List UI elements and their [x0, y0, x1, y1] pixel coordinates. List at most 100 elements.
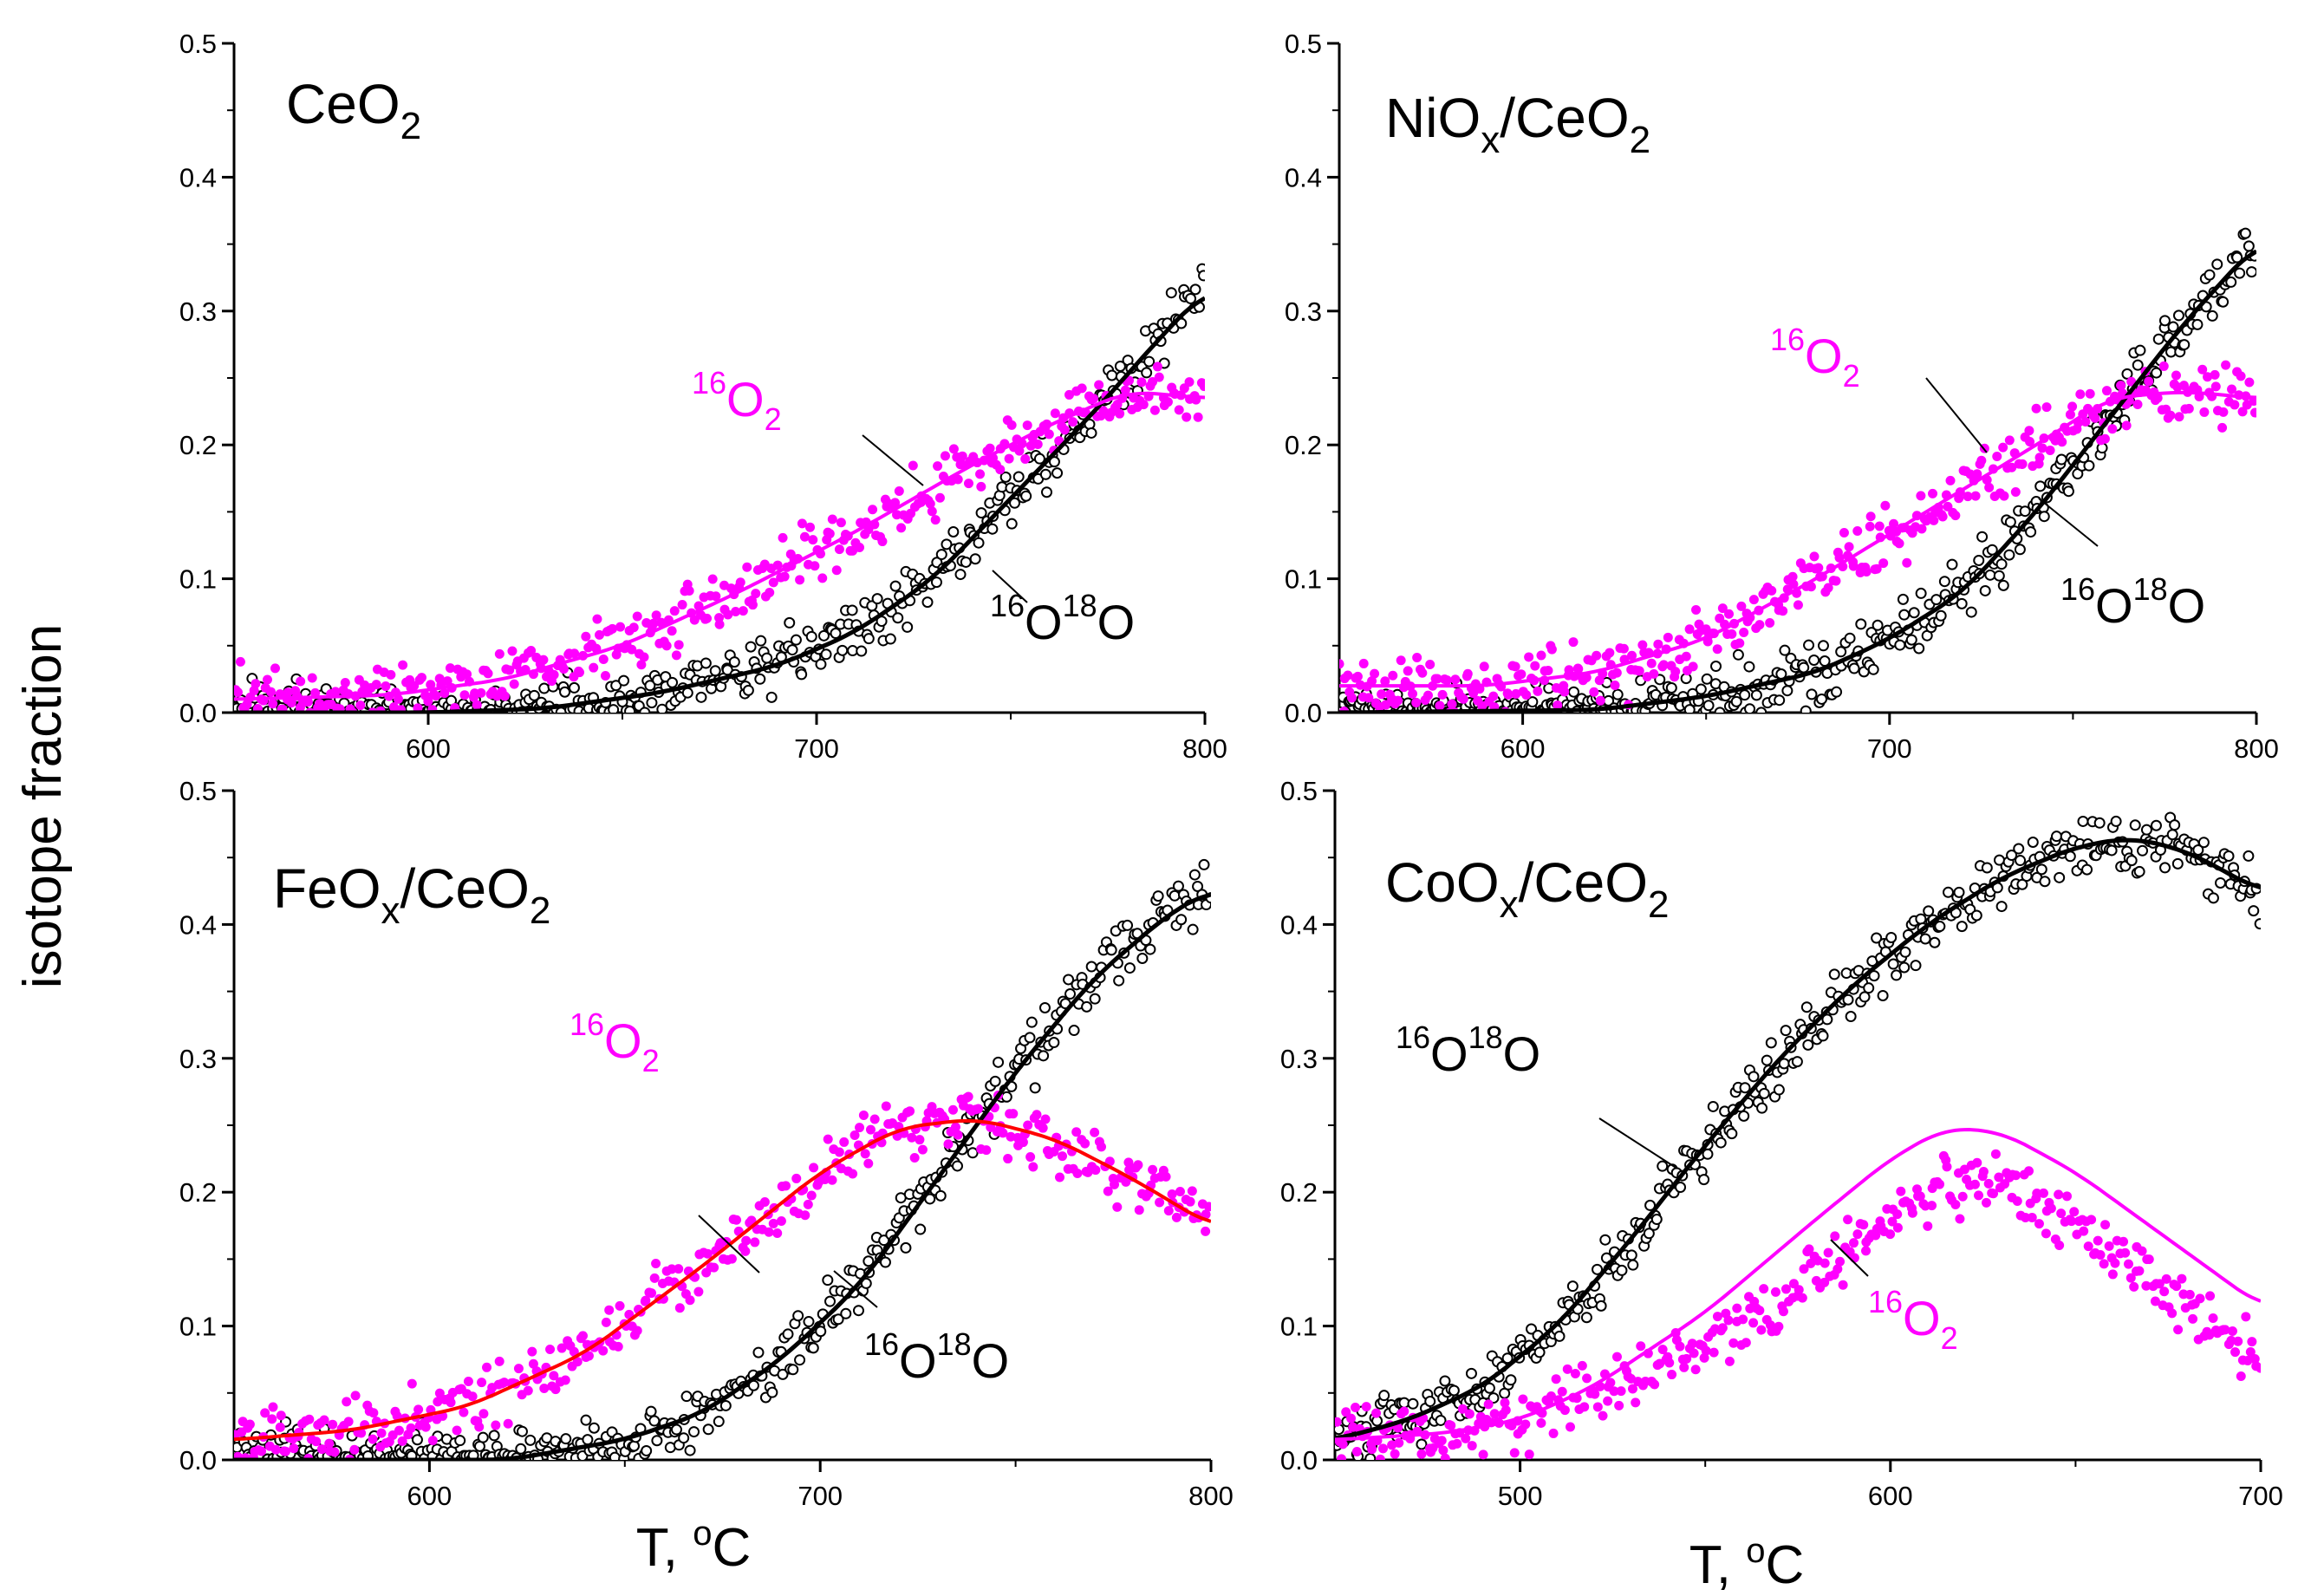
data-point	[831, 565, 842, 576]
data-point	[1865, 511, 1876, 522]
data-point	[2039, 876, 2051, 888]
data-point	[1984, 482, 1995, 492]
data-point	[1024, 1032, 1036, 1044]
data-point	[2037, 443, 2047, 453]
data-point	[1717, 603, 1728, 614]
data-point	[1892, 1209, 1903, 1220]
data-point	[2099, 1259, 2109, 1269]
data-point	[1616, 1264, 1628, 1276]
data-point	[2171, 370, 2181, 381]
data-point	[1831, 576, 1841, 586]
data-point	[1627, 1259, 1639, 1271]
data-point	[1916, 491, 1926, 501]
data-point	[1121, 1176, 1131, 1187]
data-point	[993, 1056, 1005, 1068]
data-point	[808, 535, 818, 545]
data-point	[1530, 661, 1540, 671]
data-point	[1839, 528, 1849, 538]
data-point	[1187, 923, 1199, 935]
data-point	[732, 1215, 742, 1225]
data-point	[670, 1423, 682, 1436]
data-point	[1614, 1400, 1624, 1410]
data-point	[1754, 620, 1765, 630]
data-point	[446, 1397, 456, 1408]
data-point	[765, 691, 778, 703]
data-point	[1136, 377, 1147, 388]
x-tick-label: 600	[407, 1481, 452, 1511]
data-point	[1038, 1050, 1050, 1062]
data-point	[1548, 1428, 1559, 1438]
data-point	[2249, 407, 2256, 418]
data-point	[1934, 1179, 1944, 1189]
data-point	[1020, 453, 1031, 464]
data-point	[2230, 1347, 2241, 1358]
data-point	[2132, 359, 2144, 371]
annotation-subscript: 2	[1843, 358, 1860, 394]
data-point	[2210, 369, 2220, 380]
annotation-mass: 16	[1770, 322, 1805, 357]
data-point	[963, 1091, 973, 1102]
annotation-element: O	[1097, 595, 1136, 649]
data-point	[1521, 690, 1532, 700]
data-point	[2027, 837, 2039, 849]
data-point	[1025, 1152, 1036, 1163]
data-point	[2152, 333, 2165, 345]
data-point	[1937, 511, 1948, 522]
data-point	[454, 1435, 466, 1447]
data-point	[1675, 1341, 1685, 1352]
data-point	[1503, 689, 1514, 700]
data-point	[713, 1416, 725, 1428]
panel-title-sub: x	[1481, 119, 1500, 161]
data-point	[1970, 491, 1981, 501]
data-point	[439, 688, 450, 699]
data-point	[1915, 913, 1927, 925]
data-point	[947, 525, 960, 537]
data-point	[1821, 1013, 1833, 1026]
data-point	[2205, 1291, 2216, 1301]
data-point	[693, 1287, 704, 1297]
data-point	[1770, 1287, 1780, 1297]
data-point	[244, 1419, 255, 1430]
data-point	[649, 1273, 660, 1283]
data-point	[1175, 914, 1188, 926]
data-point	[1058, 1151, 1068, 1162]
fit-curve-16O2	[234, 391, 1205, 701]
data-point	[1335, 1417, 1342, 1427]
data-point	[954, 569, 967, 581]
data-point	[2054, 871, 2066, 883]
data-point	[483, 668, 493, 679]
data-point	[1695, 683, 1707, 695]
data-point	[1611, 688, 1624, 700]
data-point	[1627, 1384, 1637, 1394]
data-point	[1610, 680, 1620, 690]
data-point	[2104, 1241, 2114, 1251]
data-point	[268, 699, 278, 709]
panel-title-sub2: 2	[1630, 119, 1650, 161]
data-point	[766, 1386, 778, 1398]
y-tick-label: 0.2	[1285, 430, 1322, 460]
annotation-16O18O: 16O18O	[2060, 571, 2205, 633]
annotation-16O2: 16O2	[1770, 322, 1860, 394]
data-point	[324, 1438, 335, 1449]
data-point	[413, 703, 423, 713]
data-point	[1741, 1338, 1751, 1348]
y-tick-label: 0.0	[179, 698, 217, 728]
data-point	[2093, 817, 2106, 829]
data-point	[2218, 407, 2229, 417]
data-point	[1970, 909, 1982, 922]
x-axis-title-unit: C	[1765, 1535, 1804, 1595]
panel-title-rest: /CeO	[1519, 851, 1648, 914]
y-tick-label: 0.2	[179, 430, 217, 460]
data-point	[1778, 1306, 1788, 1317]
data-point	[1636, 1341, 1646, 1352]
data-point	[869, 1114, 880, 1124]
data-point	[1098, 406, 1109, 416]
panel-title-sub: x	[381, 889, 400, 932]
data-point	[1044, 429, 1054, 440]
data-point	[528, 1358, 538, 1369]
data-point	[545, 1344, 556, 1354]
data-point	[2244, 377, 2255, 388]
data-point	[930, 515, 941, 525]
data-point	[973, 537, 985, 549]
annotation-mass: 18	[2133, 571, 2168, 607]
